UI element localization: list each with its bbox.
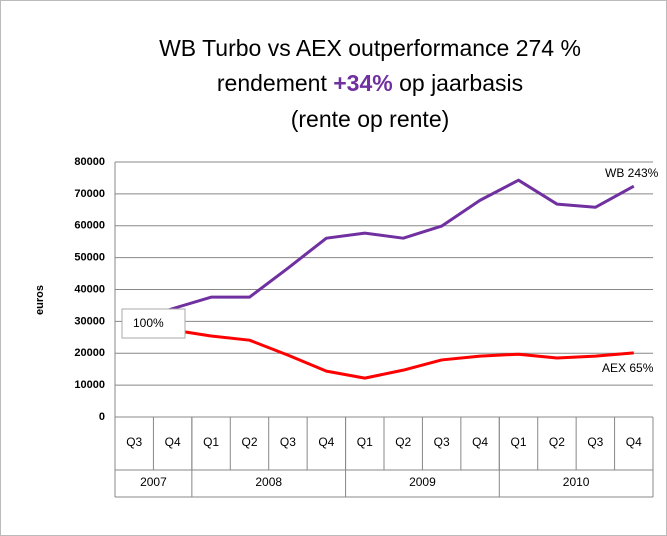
x-tick-label: Q1	[357, 435, 373, 449]
y-axis-label: euros	[34, 285, 46, 315]
x-tick-label: Q1	[203, 435, 219, 449]
title-line: rendement +34% op jaarbasis	[217, 70, 523, 96]
y-tick-label: 30000	[74, 315, 105, 327]
x-tick-label: Q2	[395, 435, 411, 449]
y-tick-label: 70000	[74, 188, 105, 200]
y-tick-label: 40000	[74, 283, 105, 295]
y-tick-label: 60000	[74, 220, 105, 232]
title-line: WB Turbo vs AEX outperformance 274 %	[159, 35, 581, 61]
x-tick-label: Q3	[587, 435, 603, 449]
annotation-box	[121, 308, 186, 339]
x-tick-label: Q3	[280, 435, 296, 449]
year-label: 2007	[140, 475, 167, 489]
year-label: 2008	[255, 475, 282, 489]
annotation: WB 243%	[605, 166, 659, 180]
title-line: (rente op rente)	[291, 106, 450, 132]
annotation: 100%	[133, 316, 164, 330]
y-tick-label: 50000	[74, 252, 105, 264]
x-tick-label: Q4	[626, 435, 642, 449]
x-tick-label: Q4	[165, 435, 181, 449]
title-part: op jaarbasis	[399, 70, 523, 96]
series-line	[133, 178, 635, 323]
y-tick-label: 0	[99, 411, 105, 423]
x-tick-label: Q4	[472, 435, 488, 449]
y-tick-label: 80000	[74, 156, 105, 168]
x-tick-label: Q3	[434, 435, 450, 449]
title-highlight: +34%	[333, 70, 392, 96]
annotation: AEX 65%	[602, 361, 654, 375]
x-tick-label: Q2	[549, 435, 565, 449]
x-tick-label: Q4	[318, 435, 334, 449]
x-tick-label: Q3	[126, 435, 142, 449]
year-label: 2010	[563, 475, 590, 489]
year-label: 2009	[409, 475, 436, 489]
series-line	[133, 319, 634, 380]
x-tick-label: Q1	[510, 435, 526, 449]
title-part: rendement	[217, 70, 328, 96]
x-tick-label: Q2	[241, 435, 257, 449]
y-tick-label: 10000	[74, 379, 105, 391]
y-tick-label: 20000	[74, 347, 105, 359]
